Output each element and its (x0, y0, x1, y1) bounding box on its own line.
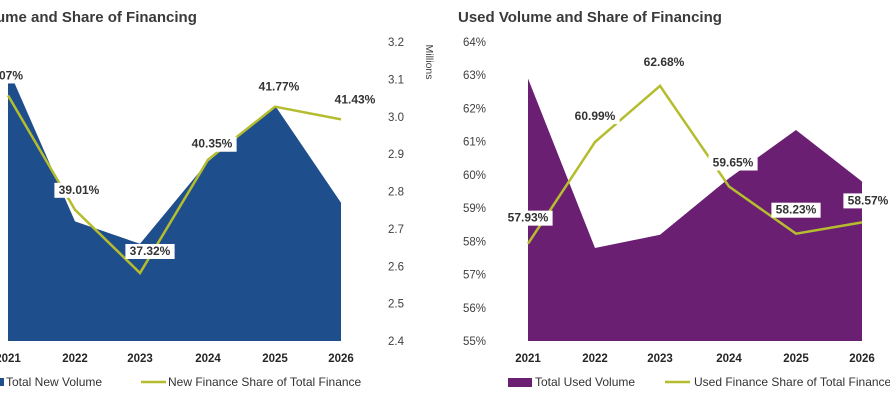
right-axis-tick: 3.2 (388, 37, 404, 49)
area-total-used-volume (528, 78, 862, 341)
left-axis-tick: 63% (463, 70, 486, 82)
right-axis-tick: 2.4 (388, 336, 405, 348)
new-volume-chart: ume and Share of Financing 2.42.52.62.72… (0, 9, 435, 389)
left-axis-tick: 56% (463, 303, 486, 315)
x-tick-2026: 2026 (328, 353, 354, 365)
data-label-bg (639, 54, 689, 70)
data-label-bg (771, 202, 821, 218)
right-axis-tick: 2.5 (388, 299, 404, 311)
legend-item-used-finance-share: Used Finance Share of Total Finance (694, 375, 890, 389)
data-label-bg (254, 79, 304, 95)
data-label-57-93: 57.93% (508, 211, 549, 225)
left-axis-tick: 61% (463, 137, 486, 149)
x-tick-2025: 2025 (783, 353, 809, 365)
legend-item-total-used-volume: Total Used Volume (535, 375, 635, 389)
data-labels: 2.07% 39.01% 37.32% 40.35% 41.77% 41.43% (0, 68, 380, 259)
x-tick-2023: 2023 (647, 353, 673, 365)
x-tick-2023: 2023 (127, 353, 153, 365)
right-axis-tick: 3.1 (388, 74, 404, 86)
chart-title: Used Volume and Share of Financing (458, 9, 722, 26)
area-total-new-volume (8, 68, 341, 341)
data-label-62-68: 62.68% (644, 55, 685, 69)
left-axis-tick: 62% (463, 103, 486, 115)
right-axis-tick: 2.6 (388, 261, 404, 273)
legend-item-new-finance-share: New Finance Share of Total Finance (168, 375, 362, 389)
x-tick-2021: 2021 (515, 353, 541, 365)
legend-item-total-new-volume: Total New Volume (6, 375, 102, 389)
x-tick-2022: 2022 (62, 353, 88, 365)
legend-swatch-area (0, 378, 4, 386)
chart-title: ume and Share of Financing (0, 9, 197, 26)
data-label-bg (570, 108, 620, 124)
right-axis-tick: 3.0 (388, 112, 404, 124)
data-label-58-57: 58.57% (848, 193, 889, 207)
data-label-58-23: 58.23% (776, 203, 817, 217)
data-label-2-07: 2.07% (0, 68, 23, 82)
data-label-bg (330, 92, 380, 108)
right-axis-label: Millions (423, 44, 435, 79)
data-label-bg (0, 68, 27, 84)
data-label-37-32: 37.32% (130, 244, 171, 258)
right-axis-tick: 2.8 (388, 187, 404, 199)
data-label-bg (843, 193, 890, 209)
data-label-59-65: 59.65% (713, 156, 754, 170)
data-label-bg (125, 243, 175, 259)
left-axis-tick: 58% (463, 236, 486, 248)
right-axis-tick: 2.7 (388, 224, 404, 236)
right-axis-tick: 2.9 (388, 149, 404, 161)
left-axis-ticks: 55% 56% 57% 58% 59% 60% 61% 62% 63% 64% (463, 37, 486, 348)
x-axis-ticks: 2021 2022 2023 2024 2025 2026 (0, 353, 354, 365)
data-labels: 57.93% 60.99% 62.68% 59.65% 58.23% 58.57% (503, 54, 890, 226)
x-tick-2026: 2026 (849, 353, 875, 365)
data-label-bg (708, 155, 758, 171)
x-tick-2024: 2024 (716, 353, 742, 365)
data-label-bg (187, 136, 237, 152)
legend: Total New Volume New Finance Share of To… (0, 375, 362, 389)
legend: Total Used Volume Used Finance Share of … (508, 375, 890, 389)
data-label-bg (54, 182, 104, 198)
data-label-60-99: 60.99% (575, 109, 616, 123)
left-axis-tick: 60% (463, 170, 486, 182)
x-tick-2021: 2021 (0, 353, 21, 365)
right-axis-ticks: 2.4 2.5 2.6 2.7 2.8 2.9 3.0 3.1 3.2 (388, 37, 405, 348)
left-axis-tick: 57% (463, 270, 486, 282)
data-label-40-35: 40.35% (192, 137, 233, 151)
left-axis-tick: 59% (463, 203, 486, 215)
x-tick-2022: 2022 (582, 353, 608, 365)
data-label-41-77: 41.77% (259, 80, 300, 94)
x-axis-ticks: 2021 2022 2023 2024 2025 2026 (515, 353, 875, 365)
data-label-41-43: 41.43% (335, 92, 376, 106)
used-volume-chart: Used Volume and Share of Financing 55% 56… (458, 9, 890, 389)
left-axis-tick: 64% (463, 37, 486, 49)
x-tick-2025: 2025 (262, 353, 288, 365)
x-tick-2024: 2024 (195, 353, 221, 365)
line-used-finance-share (526, 84, 863, 245)
left-axis-tick: 55% (463, 336, 486, 348)
data-label-bg (503, 210, 553, 226)
legend-swatch-area (508, 378, 532, 387)
data-label-39-01: 39.01% (59, 183, 100, 197)
